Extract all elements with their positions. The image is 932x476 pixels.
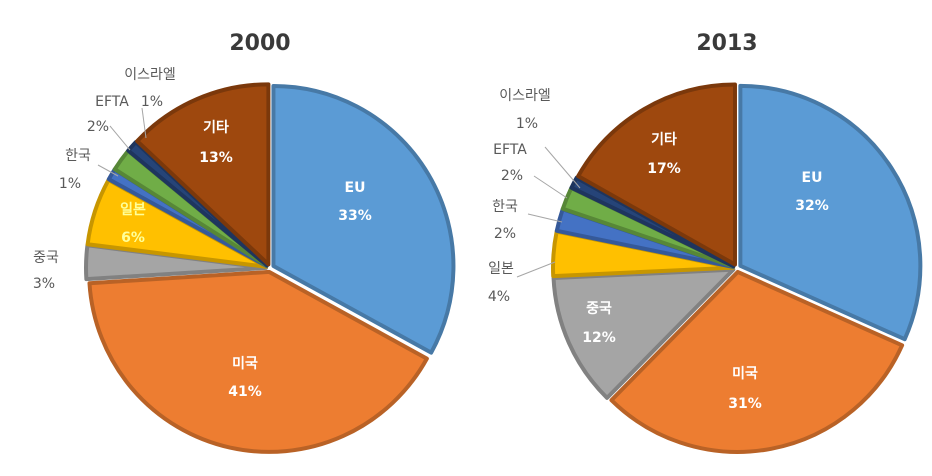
label-name-japan: 일본 <box>120 202 146 218</box>
label-value-japan: 6% <box>121 230 145 246</box>
label-value-efta: 2% <box>501 168 523 184</box>
label-name-usa: 미국 <box>732 366 758 382</box>
label-value-korea: 1% <box>59 176 81 192</box>
label-value-china: 12% <box>582 330 616 346</box>
slice-other <box>135 82 271 267</box>
label-name-eu: EU <box>345 180 366 196</box>
slice-china <box>551 267 736 400</box>
label-name-eu: EU <box>802 170 823 186</box>
label-name-japan: 일본 <box>488 261 514 277</box>
label-value-china: 3% <box>33 276 55 292</box>
slice-other <box>576 82 737 267</box>
leader-line-efta <box>109 125 131 151</box>
leader-line-korea <box>97 164 119 177</box>
label-name-other: 기타 <box>203 120 229 136</box>
label-name-israel: 이스라엘 <box>499 88 551 104</box>
slice-eu <box>271 83 456 355</box>
label-name-korea: 한국 <box>492 199 518 215</box>
slice-usa <box>609 269 905 454</box>
label-value-other: 17% <box>647 161 681 177</box>
label-value-efta: 2% <box>87 119 109 135</box>
leader-line-japan <box>516 261 556 278</box>
label-value-israel: 1% <box>141 94 163 110</box>
leader-line-israel <box>141 107 147 139</box>
label-value-usa: 31% <box>728 396 762 412</box>
slice-usa <box>87 269 429 454</box>
label-value-korea: 2% <box>494 226 516 242</box>
label-value-eu: 32% <box>795 198 829 214</box>
chart-title-2013: 2013 <box>696 31 757 56</box>
slice-israel <box>569 175 736 269</box>
label-value-israel: 1% <box>516 116 538 132</box>
label-name-efta: EFTA <box>493 142 527 158</box>
label-value-usa: 41% <box>228 384 262 400</box>
leader-line-efta <box>533 175 568 199</box>
label-name-usa: 미국 <box>232 356 258 372</box>
label-name-china: 중국 <box>33 250 59 266</box>
pie-2013: EU 32% 미국 31% 중국 12% 일본 4% 한국 2% EFTA 2% 이스라엘 1% 기타 17% <box>488 82 923 454</box>
chart-title-2000: 2000 <box>229 31 290 56</box>
leader-line-korea <box>527 213 563 223</box>
label-name-efta: EFTA <box>95 94 129 110</box>
label-value-eu: 33% <box>338 208 372 224</box>
label-value-other: 13% <box>199 150 233 166</box>
label-name-korea: 한국 <box>65 148 91 164</box>
leader-line-israel <box>544 146 581 189</box>
label-value-japan: 4% <box>488 289 510 305</box>
label-name-israel: 이스라엘 <box>124 67 176 83</box>
label-name-other: 기타 <box>651 132 677 148</box>
label-name-china: 중국 <box>586 301 612 317</box>
slice-eu <box>738 83 923 342</box>
pie-2000: EU 33% 미국 41% 중국 3% 일본 6% 한국 1% EFTA 2% 이스라엘 1% 기타 13% <box>33 67 456 454</box>
